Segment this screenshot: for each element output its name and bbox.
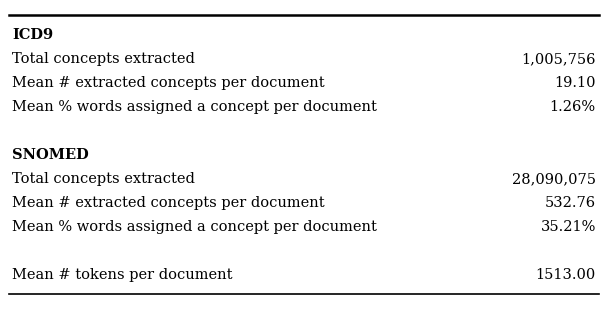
Text: Mean # extracted concepts per document: Mean # extracted concepts per document	[12, 196, 325, 210]
Text: Total concepts extracted: Total concepts extracted	[12, 52, 195, 66]
Text: 532.76: 532.76	[545, 196, 596, 210]
Text: Mean # extracted concepts per document: Mean # extracted concepts per document	[12, 76, 325, 90]
Text: Mean # tokens per document: Mean # tokens per document	[12, 268, 233, 282]
Text: 35.21%: 35.21%	[541, 220, 596, 234]
Text: 1,005,756: 1,005,756	[521, 52, 596, 66]
Text: 19.10: 19.10	[554, 76, 596, 90]
Text: 1513.00: 1513.00	[536, 268, 596, 282]
Text: SNOMED: SNOMED	[12, 148, 89, 162]
Text: Mean % words assigned a concept per document: Mean % words assigned a concept per docu…	[12, 220, 377, 234]
Text: ICD9: ICD9	[12, 28, 54, 42]
Text: Mean % words assigned a concept per document: Mean % words assigned a concept per docu…	[12, 100, 377, 114]
Text: Total concepts extracted: Total concepts extracted	[12, 172, 195, 186]
Text: 1.26%: 1.26%	[550, 100, 596, 114]
Text: 28,090,075: 28,090,075	[512, 172, 596, 186]
